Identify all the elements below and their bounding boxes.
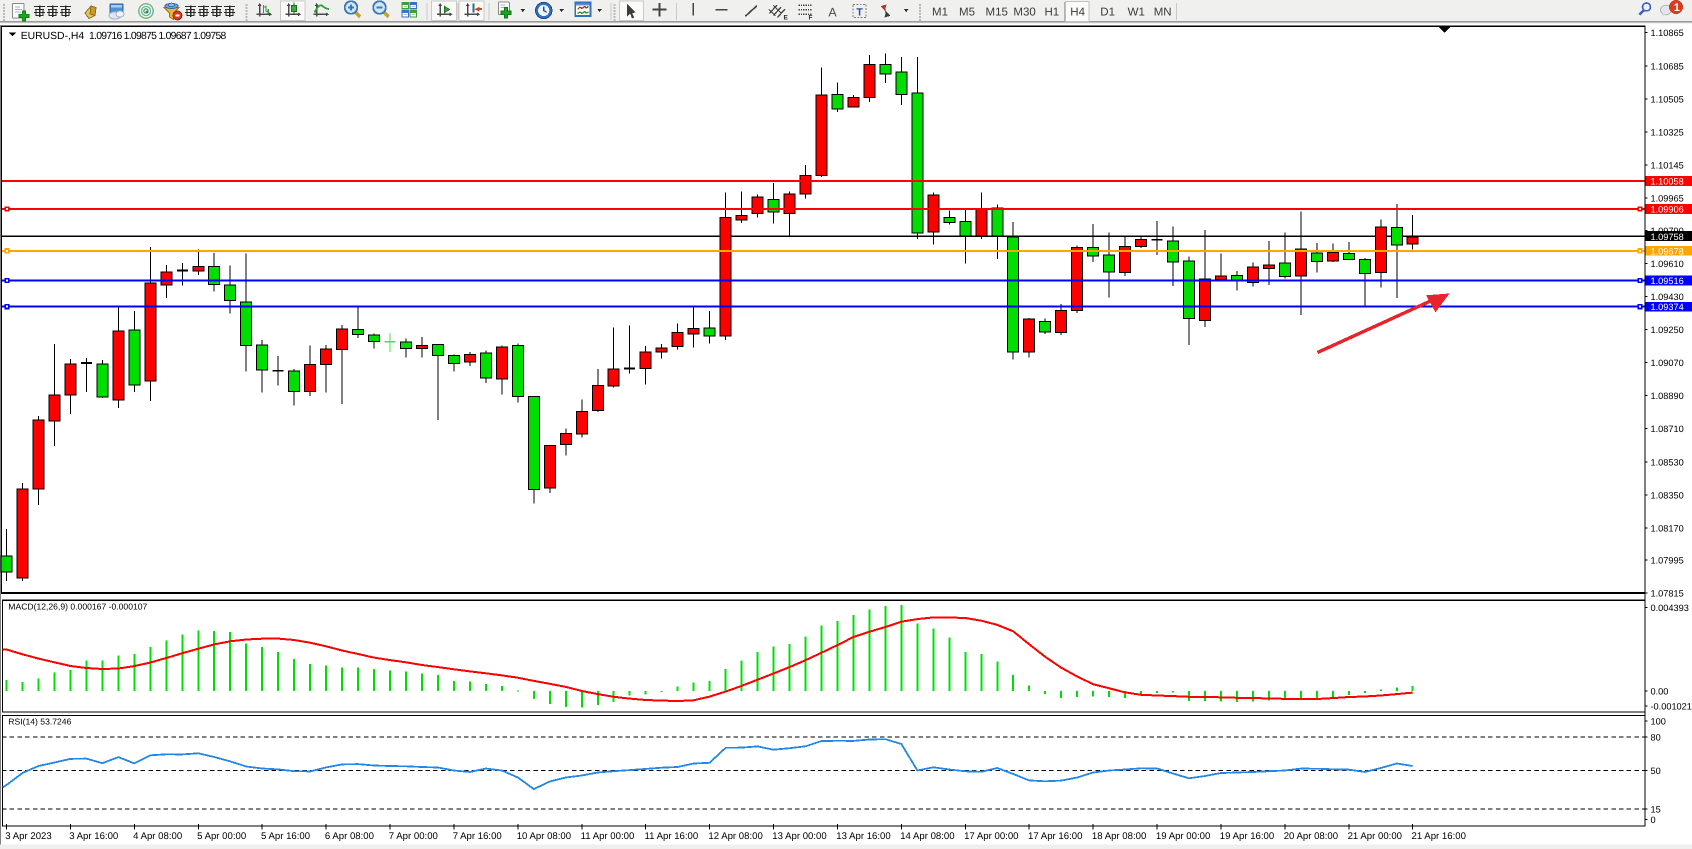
svg-text:E: E <box>784 15 789 22</box>
svg-text:1.09716 1.09875 1.09687 1.0975: 1.09716 1.09875 1.09687 1.09758 <box>89 31 227 42</box>
svg-text:1.09965: 1.09965 <box>1651 194 1684 204</box>
svg-text:18 Apr 08:00: 18 Apr 08:00 <box>1092 831 1146 842</box>
svg-text:7 Apr 16:00: 7 Apr 16:00 <box>453 831 502 842</box>
svg-text:F: F <box>809 15 813 22</box>
svg-text:H1: H1 <box>1045 6 1060 18</box>
svg-text:MACD(12,26,9) 0.000167 -0.0001: MACD(12,26,9) 0.000167 -0.000107 <box>8 601 147 611</box>
svg-text:3 Apr 2023: 3 Apr 2023 <box>5 831 51 842</box>
svg-text:1.09678: 1.09678 <box>1651 246 1684 256</box>
svg-text:T: T <box>856 6 863 18</box>
svg-text:1.10685: 1.10685 <box>1651 61 1684 71</box>
svg-text:M1: M1 <box>932 6 948 18</box>
svg-text:0: 0 <box>1651 815 1656 825</box>
svg-text:1.08890: 1.08890 <box>1651 391 1684 401</box>
svg-text:1.07995: 1.07995 <box>1651 556 1684 566</box>
svg-text:MN: MN <box>1154 6 1172 18</box>
svg-text:RSI(14) 53.7246: RSI(14) 53.7246 <box>8 717 71 727</box>
svg-text:-0.001021: -0.001021 <box>1651 701 1692 711</box>
svg-text:1.09374: 1.09374 <box>1651 302 1684 312</box>
svg-text:1.10325: 1.10325 <box>1651 128 1684 138</box>
svg-text:1.08710: 1.08710 <box>1651 424 1684 434</box>
svg-text:1: 1 <box>1674 2 1680 14</box>
svg-text:3 Apr 16:00: 3 Apr 16:00 <box>69 831 118 842</box>
svg-text:13 Apr 00:00: 13 Apr 00:00 <box>772 831 826 842</box>
svg-text:11 Apr 16:00: 11 Apr 16:00 <box>645 831 699 842</box>
svg-text:A: A <box>828 5 837 19</box>
svg-text:1.09790: 1.09790 <box>1651 226 1684 236</box>
svg-text:M5: M5 <box>959 6 975 18</box>
svg-text:7 Apr 00:00: 7 Apr 00:00 <box>389 831 438 842</box>
svg-text:17 Apr 16:00: 17 Apr 16:00 <box>1028 831 1082 842</box>
svg-text:10 Apr 08:00: 10 Apr 08:00 <box>517 831 571 842</box>
svg-text:19 Apr 00:00: 19 Apr 00:00 <box>1156 831 1210 842</box>
svg-text:12 Apr 08:00: 12 Apr 08:00 <box>708 831 762 842</box>
svg-text:1.08530: 1.08530 <box>1651 457 1684 467</box>
svg-text:EURUSD-,H4: EURUSD-,H4 <box>21 31 85 42</box>
svg-text:17 Apr 00:00: 17 Apr 00:00 <box>964 831 1018 842</box>
svg-text:100: 100 <box>1651 716 1666 726</box>
svg-text:1.09758: 1.09758 <box>1651 232 1684 242</box>
svg-text:1.08350: 1.08350 <box>1651 490 1684 500</box>
svg-text:1.09610: 1.09610 <box>1651 259 1684 269</box>
svg-text:0.00: 0.00 <box>1651 687 1669 697</box>
svg-text:6 Apr 08:00: 6 Apr 08:00 <box>325 831 374 842</box>
svg-text:M30: M30 <box>1013 6 1035 18</box>
svg-text:50: 50 <box>1651 766 1661 776</box>
svg-text:14 Apr 08:00: 14 Apr 08:00 <box>900 831 954 842</box>
svg-text:11 Apr 00:00: 11 Apr 00:00 <box>581 831 635 842</box>
svg-text:1.10505: 1.10505 <box>1651 94 1684 104</box>
svg-text:W1: W1 <box>1128 6 1145 18</box>
svg-text:1.09516: 1.09516 <box>1651 276 1684 286</box>
svg-text:20 Apr 08:00: 20 Apr 08:00 <box>1284 831 1338 842</box>
svg-text:1.08170: 1.08170 <box>1651 523 1684 533</box>
svg-text:1.10145: 1.10145 <box>1651 161 1684 171</box>
svg-text:21 Apr 16:00: 21 Apr 16:00 <box>1412 831 1466 842</box>
svg-text:21 Apr 00:00: 21 Apr 00:00 <box>1348 831 1402 842</box>
svg-text:0.004393: 0.004393 <box>1651 603 1689 613</box>
svg-text:1.09430: 1.09430 <box>1651 292 1684 302</box>
svg-text:15: 15 <box>1651 805 1661 815</box>
svg-text:1.10865: 1.10865 <box>1651 28 1684 38</box>
svg-text:1.10058: 1.10058 <box>1651 177 1684 187</box>
svg-text:5 Apr 00:00: 5 Apr 00:00 <box>197 831 246 842</box>
svg-text:M15: M15 <box>986 6 1008 18</box>
svg-text:19 Apr 16:00: 19 Apr 16:00 <box>1220 831 1274 842</box>
svg-text:H4: H4 <box>1070 6 1085 18</box>
svg-text:5 Apr 16:00: 5 Apr 16:00 <box>261 831 310 842</box>
svg-text:80: 80 <box>1651 733 1661 743</box>
svg-text:1.09906: 1.09906 <box>1651 204 1684 214</box>
svg-text:1.09250: 1.09250 <box>1651 325 1684 335</box>
svg-text:13 Apr 16:00: 13 Apr 16:00 <box>836 831 890 842</box>
svg-text:1.07815: 1.07815 <box>1651 589 1684 599</box>
svg-text:D1: D1 <box>1100 6 1115 18</box>
svg-text:4 Apr 08:00: 4 Apr 08:00 <box>133 831 182 842</box>
svg-text:1.09070: 1.09070 <box>1651 358 1684 368</box>
